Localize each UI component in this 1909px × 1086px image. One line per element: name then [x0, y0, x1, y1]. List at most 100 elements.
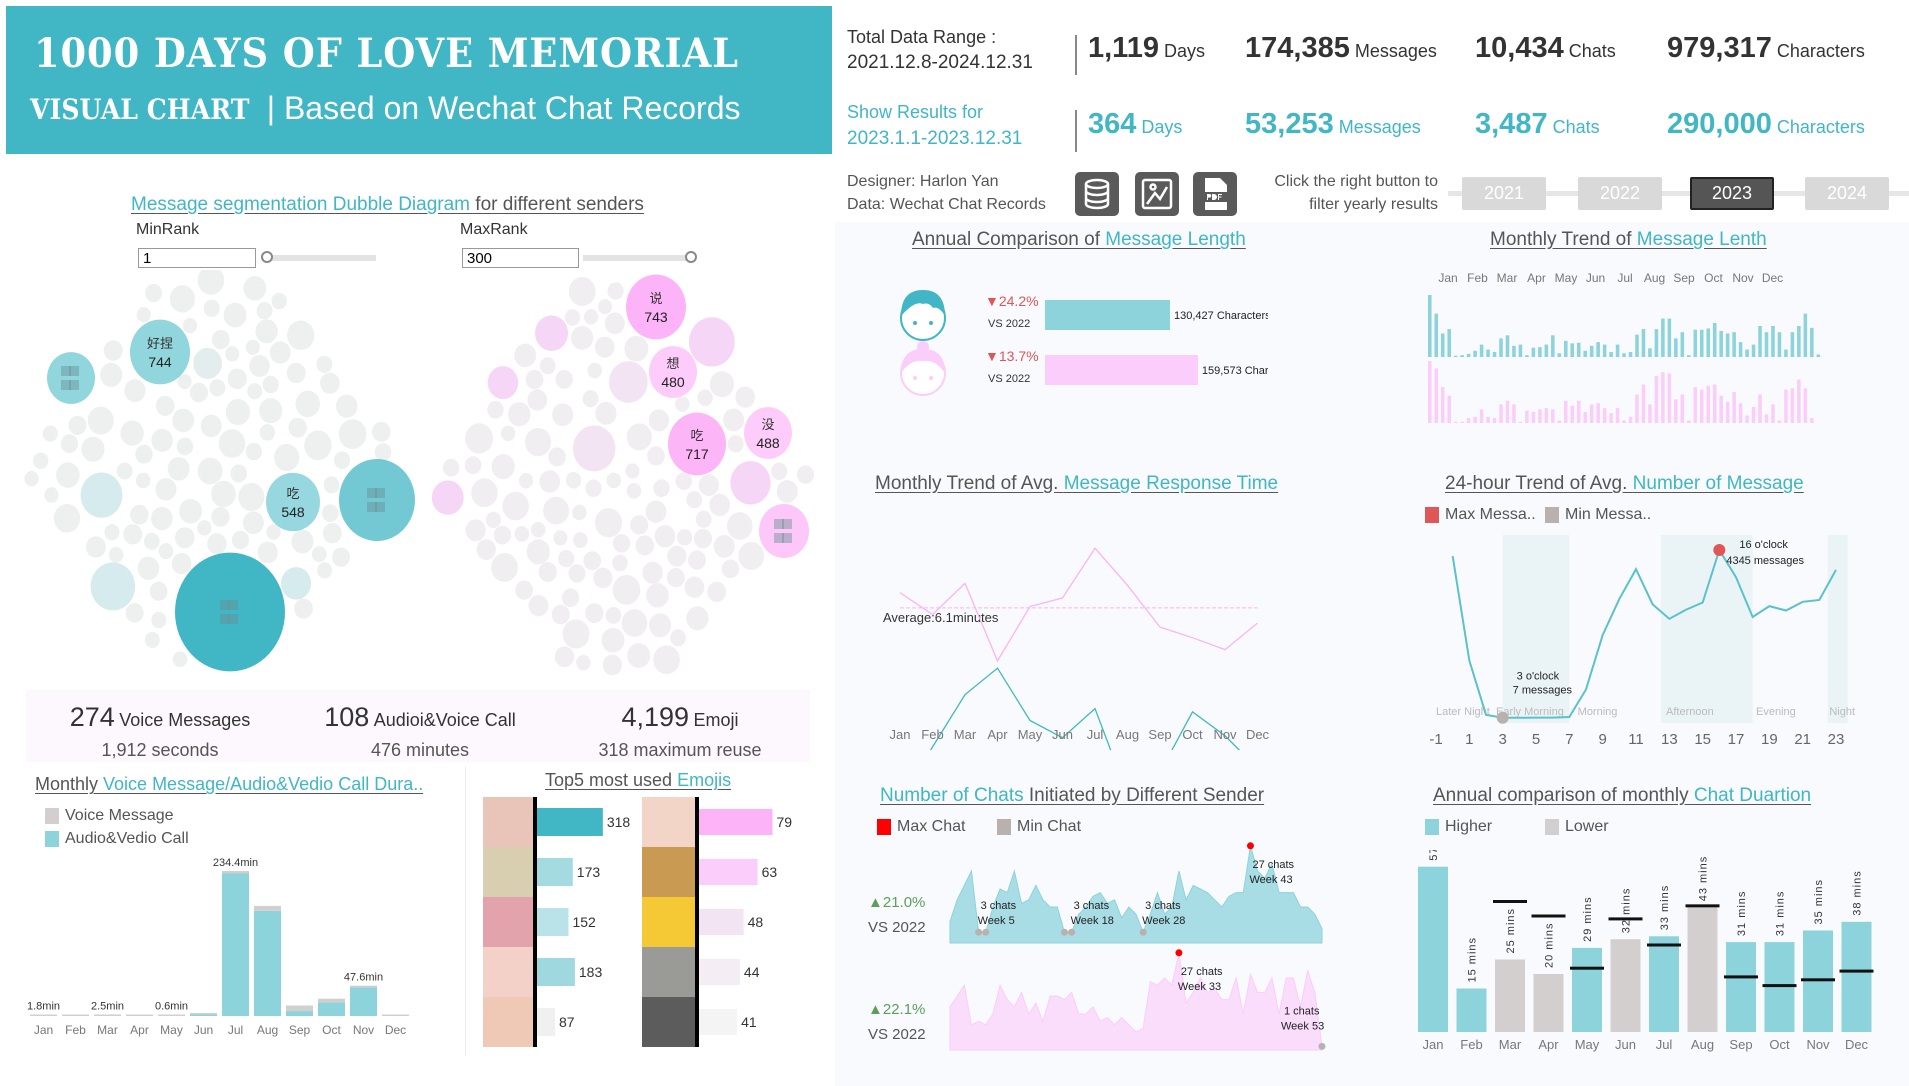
word-bubble — [612, 554, 628, 572]
database-button[interactable] — [1075, 172, 1119, 216]
previous-year-marker — [1724, 975, 1758, 979]
emoji-bar — [537, 808, 603, 836]
bubble-circle — [175, 552, 285, 672]
year-button-2021[interactable]: 2021 — [1462, 177, 1546, 210]
word-bubble — [594, 508, 623, 538]
max-label: 16 o'clock — [1739, 539, 1788, 551]
subtitle-bold: VISUAL CHART — [30, 93, 250, 126]
trend-bar — [1641, 384, 1646, 423]
bubble-circle — [266, 472, 320, 532]
response-line — [899, 547, 1258, 663]
word-bubble — [322, 522, 342, 544]
word-bubble — [626, 423, 652, 451]
word-bubble — [332, 547, 350, 567]
word-bubble — [464, 456, 482, 475]
blurred-label — [782, 533, 792, 543]
trend-bar — [1758, 394, 1762, 423]
blurred-label — [774, 519, 784, 529]
word-bubble — [471, 478, 498, 508]
trend-bar — [1512, 345, 1516, 357]
word-bubble — [554, 646, 575, 668]
word-bubble — [53, 504, 81, 533]
legend-label: Min Chat — [1017, 818, 1082, 835]
bubble-circle — [130, 319, 190, 385]
title-part: Monthly Trend of — [1490, 229, 1637, 250]
hour-tick: 15 — [1694, 731, 1711, 748]
min-rank-slider[interactable] — [262, 255, 376, 261]
min-rank-input[interactable] — [138, 248, 256, 268]
emoji-thumbnail — [642, 797, 695, 847]
word-bubble — [130, 504, 149, 525]
trend-bar — [1531, 347, 1536, 357]
word-bubble — [709, 493, 730, 517]
previous-year-marker — [1762, 984, 1797, 988]
divider — [465, 766, 466, 1056]
highlighted-word-bubble: 没 488 — [744, 407, 792, 459]
voice-bar — [222, 871, 249, 874]
word-bubble — [524, 428, 552, 457]
max-rank-slider[interactable] — [583, 255, 696, 261]
trend-bar — [1615, 344, 1620, 357]
year-button-2022[interactable]: 2022 — [1578, 177, 1662, 210]
word-bubble — [172, 651, 188, 668]
word-bubble — [606, 472, 621, 489]
max-rank-handle[interactable] — [685, 251, 697, 263]
weekly-chats-area — [949, 952, 1323, 1051]
call-bar — [222, 873, 249, 1016]
total-range-label: Total Data Range : — [847, 27, 997, 47]
min-rank-handle[interactable] — [261, 251, 273, 263]
title-part: Top5 most used — [545, 770, 678, 790]
month-label: Jun — [1615, 1037, 1636, 1052]
blurred-label — [782, 519, 792, 529]
word-bubble — [730, 461, 771, 505]
divider — [1075, 35, 1077, 75]
word-bubble — [90, 562, 136, 611]
bubble-word: 没 — [761, 417, 774, 432]
word-bubble — [721, 559, 740, 579]
word-bubble — [553, 530, 568, 546]
highlighted-word-bubble: 吃 548 — [266, 472, 320, 532]
word-bubble — [87, 406, 114, 435]
word-bubble — [321, 504, 339, 523]
month-label: Jul — [228, 1023, 243, 1037]
legend-label: Higher — [1445, 818, 1493, 835]
emoji-bar — [537, 908, 569, 936]
trend-bar — [1576, 342, 1581, 357]
word-bubble — [135, 444, 153, 464]
duration-bar — [1841, 921, 1872, 1032]
word-bubble — [295, 390, 320, 418]
trend-bar — [1661, 318, 1665, 357]
hour-tick: 1 — [1465, 731, 1473, 748]
trend-bar — [1680, 394, 1685, 423]
legend-higher: Higher — [1425, 818, 1492, 836]
trend-bar — [1699, 329, 1704, 357]
boy-avatar-icon — [900, 290, 946, 341]
year-button-2024[interactable]: 2024 — [1805, 177, 1889, 210]
word-bubble — [317, 562, 333, 579]
axis-line — [533, 897, 537, 947]
duration-bar — [1456, 988, 1487, 1032]
word-bubble — [538, 562, 557, 582]
hour-tick: 5 — [1532, 731, 1540, 748]
legend-swatch — [877, 819, 891, 835]
trend-bar — [1460, 421, 1464, 423]
trend-bar — [1557, 420, 1562, 423]
change-percent: ▼13.7% — [985, 348, 1039, 364]
stat-unit: Emoji — [693, 710, 739, 730]
trend-bar — [1738, 342, 1743, 357]
min-chat-point — [975, 928, 983, 936]
pdf-export-button[interactable] — [1193, 172, 1237, 216]
bar-label: 2.5min — [91, 1000, 124, 1012]
emoji-count: 41 — [741, 1014, 757, 1030]
image-export-button[interactable] — [1135, 172, 1179, 216]
max-rank-input[interactable] — [462, 248, 579, 268]
trend-bar — [1557, 353, 1562, 357]
highlighted-word-bubble — [339, 458, 415, 542]
year-button-2023[interactable]: 2023 — [1690, 177, 1774, 210]
title-highlight: Message Lenth — [1636, 229, 1767, 250]
word-bubble — [108, 546, 124, 563]
show-kpi: 53,253 Messages — [1245, 108, 1421, 141]
month-label: Dec — [1845, 1037, 1869, 1052]
word-bubble — [167, 456, 190, 481]
bubble-word: 说 — [649, 291, 662, 306]
